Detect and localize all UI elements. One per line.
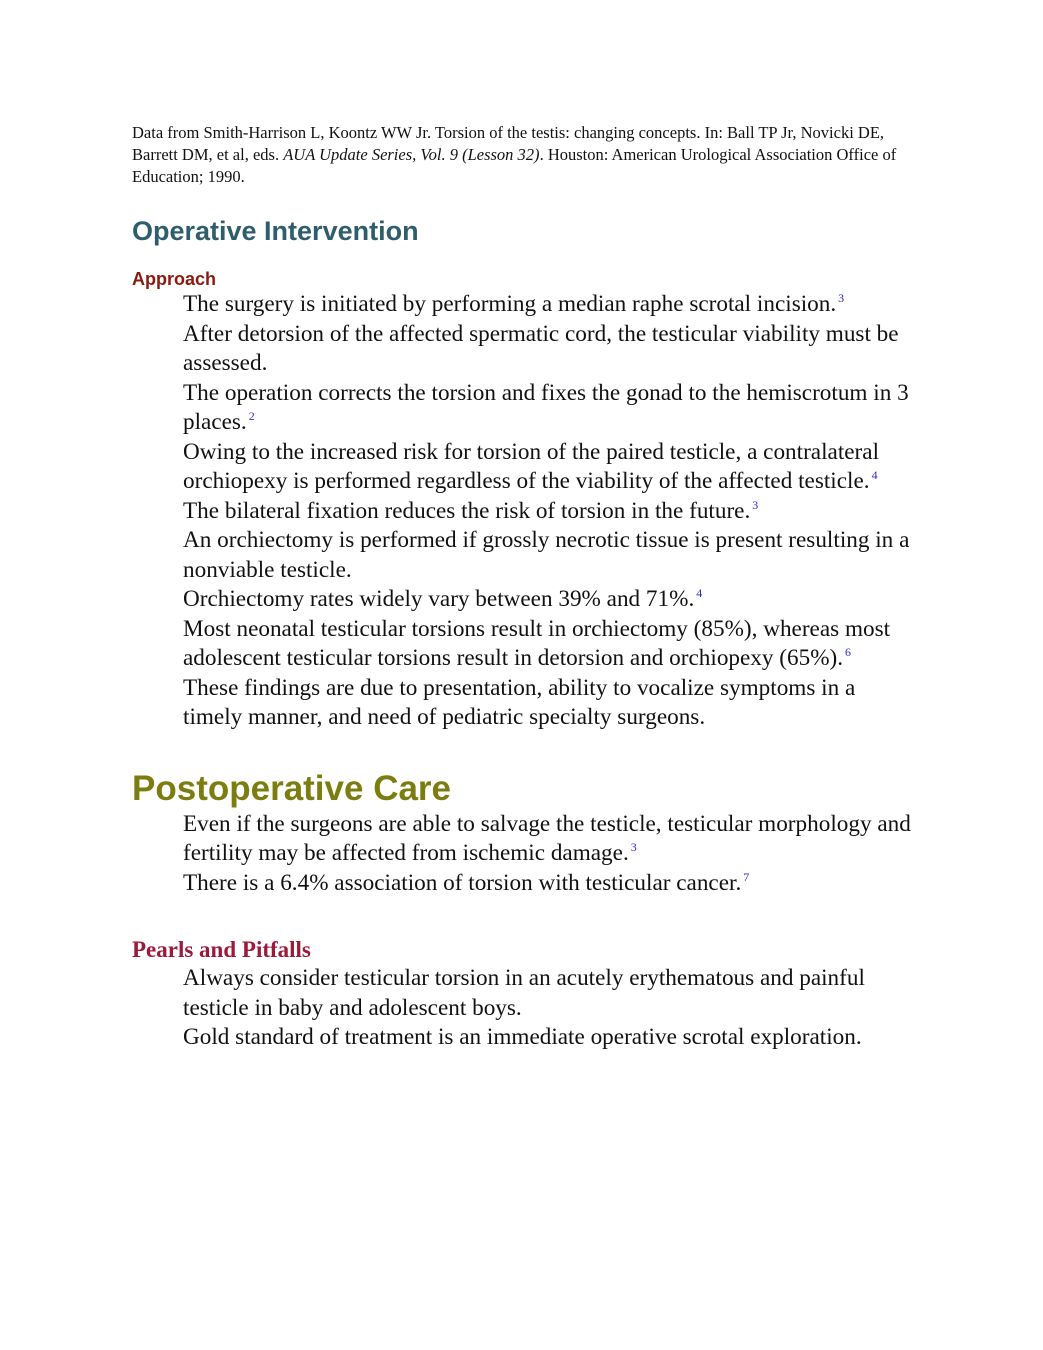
list-item: Most neonatal testicular torsions result… xyxy=(183,615,891,672)
document-page: Data from Smith-Harrison L, Koontz WW Jr… xyxy=(132,122,912,1053)
reference-link[interactable]: 6 xyxy=(845,645,852,660)
list-item: The bilateral fixation reduces the risk … xyxy=(183,497,759,524)
reference-link[interactable]: 2 xyxy=(248,409,255,424)
citation-series-title: AUA Update Series, Vol. 9 (Lesson 32) xyxy=(283,145,540,164)
operative-list: The surgery is initiated by performing a… xyxy=(132,290,912,733)
postoperative-care-heading: Postoperative Care xyxy=(132,768,452,808)
list-item: Even if the surgeons are able to salvage… xyxy=(183,810,911,867)
reference-link[interactable]: 3 xyxy=(838,291,845,306)
list-item: Always consider testicular torsion in an… xyxy=(183,965,865,1021)
source-citation: Data from Smith-Harrison L, Koontz WW Jr… xyxy=(132,122,912,188)
list-item: The operation corrects the torsion and f… xyxy=(183,379,909,436)
operative-intervention-heading: Operative Intervention xyxy=(132,216,419,246)
list-item: An orchiectomy is performed if grossly n… xyxy=(183,527,910,583)
reference-link[interactable]: 4 xyxy=(871,468,878,483)
citation-text: Data from Smith-Harrison L, Koontz WW Jr… xyxy=(132,123,885,164)
pearls-list: Always consider testicular torsion in an… xyxy=(132,964,912,1053)
list-item: These findings are due to presentation, … xyxy=(183,674,856,731)
reference-link[interactable]: 4 xyxy=(696,586,703,601)
list-item: The surgery is initiated by performing a… xyxy=(183,291,845,317)
citation-publisher: . Houston: American Urological Associati… xyxy=(132,145,897,186)
list-item: There is a 6.4% association of torsion w… xyxy=(183,869,750,896)
postoperative-list: Even if the surgeons are able to salvage… xyxy=(132,810,912,899)
list-item: Orchiectomy rates widely vary between 39… xyxy=(183,586,703,612)
list-item: Gold standard of treatment is an immedia… xyxy=(183,1024,862,1050)
reference-link[interactable]: 3 xyxy=(752,497,759,512)
list-item: After detorsion of the affected spermati… xyxy=(183,320,899,377)
reference-link[interactable]: 3 xyxy=(630,840,637,855)
reference-link[interactable]: 7 xyxy=(743,869,750,884)
list-item: Owing to the increased risk for torsion … xyxy=(183,438,880,495)
approach-subheading: Approach xyxy=(132,269,217,289)
pearls-and-pitfalls-heading: Pearls and Pitfalls xyxy=(132,937,311,962)
